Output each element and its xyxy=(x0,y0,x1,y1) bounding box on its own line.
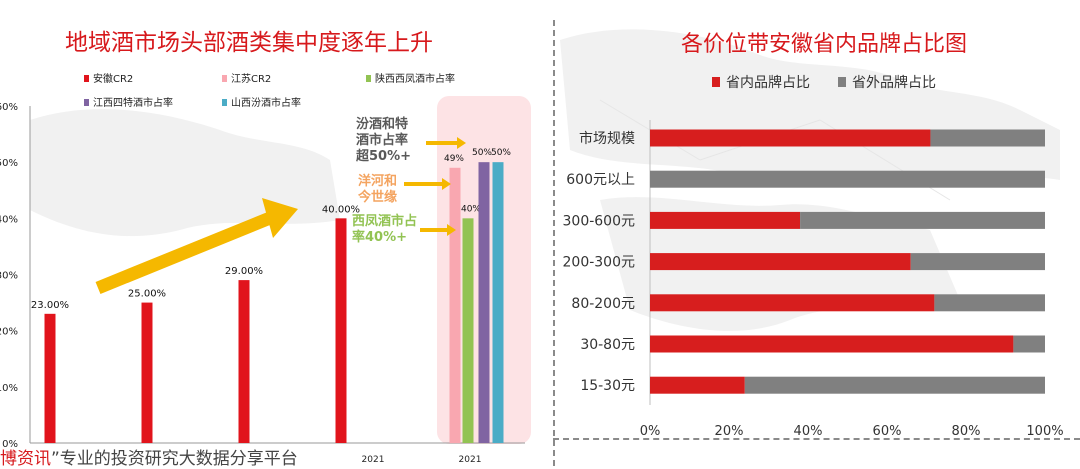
right-x-axis: 0% 20% 40% 60% 80% 100% xyxy=(640,120,1064,439)
legend-label: 江苏CR2 xyxy=(231,72,271,85)
data-label: 40.00% xyxy=(322,204,360,215)
category-label: 80-200元 xyxy=(571,296,635,312)
data-label: 50% xyxy=(472,148,492,158)
bar xyxy=(238,280,250,443)
trend-arrows xyxy=(95,198,298,295)
y-tick-label: 50% xyxy=(0,158,18,169)
category-label: 15-30元 xyxy=(580,378,635,394)
bar xyxy=(462,218,474,443)
trend-arrow-shaft xyxy=(95,211,273,295)
legend-label: 省外品牌占比 xyxy=(852,74,936,91)
bottom-divider xyxy=(553,438,1080,440)
trend-arrow-head xyxy=(262,198,298,238)
section-divider xyxy=(553,20,555,466)
annotation-text: 超50%+ xyxy=(356,148,411,164)
data-label: 25.00% xyxy=(128,289,166,300)
data-label: 40% xyxy=(461,204,481,214)
bar-segment xyxy=(744,376,1045,394)
annotation-text: 西凤酒市占 xyxy=(352,213,417,229)
legend-label: 江西四特酒市占率 xyxy=(93,96,173,109)
y-tick-label: 20% xyxy=(0,327,18,338)
annotation-arrow-head xyxy=(442,178,451,190)
footer-text: ”专业的投资研究大数据分享平台 xyxy=(51,449,298,469)
footer-brand: 博资讯 xyxy=(0,449,51,469)
bar-segment xyxy=(650,211,801,229)
data-label: 29.00% xyxy=(225,266,263,277)
bar-segment xyxy=(650,170,1045,188)
data-label: 49% xyxy=(444,154,464,164)
data-label: 23.00% xyxy=(31,300,69,311)
y-tick-label: 0% xyxy=(2,439,18,450)
annotation-arrow-head xyxy=(447,224,456,236)
data-label: 50% xyxy=(491,148,511,158)
x-tick-label: 100% xyxy=(1026,424,1063,439)
annotation-text: 汾酒和特 xyxy=(356,116,408,132)
footer: 博资讯”专业的投资研究大数据分享平台 xyxy=(0,444,298,469)
bar-segment xyxy=(650,335,1014,353)
x-tick-label: 40% xyxy=(794,424,823,439)
legend-swatch xyxy=(84,99,89,106)
legend-label: 省内品牌占比 xyxy=(726,74,810,91)
annotation-text: 洋河和 xyxy=(358,173,397,189)
x-tick-label: 80% xyxy=(952,424,981,439)
legend-swatch xyxy=(84,75,89,82)
x-tick-label: 20% xyxy=(715,424,744,439)
bar-segment xyxy=(650,294,935,312)
bar-segment xyxy=(934,294,1045,312)
bar-segment xyxy=(910,253,1045,271)
annotation-text: 酒市占率 xyxy=(356,132,408,148)
category-label: 200-300元 xyxy=(563,255,636,271)
bar-segment xyxy=(1013,335,1045,353)
legend-swatch xyxy=(712,77,720,87)
bar-segment xyxy=(650,253,911,271)
y-tick-label: 40% xyxy=(0,214,18,225)
x-tick-label: 2021 xyxy=(362,455,385,465)
y-tick-label: 60% xyxy=(0,102,18,113)
category-label: 300-600元 xyxy=(563,213,636,229)
bar xyxy=(478,162,490,443)
right-legend: 省内品牌占比 省外品牌占比 xyxy=(712,74,936,91)
x-tick-label: 0% xyxy=(640,424,661,439)
bar-segment xyxy=(650,129,931,147)
bar xyxy=(449,167,461,444)
y-tick-label: 30% xyxy=(0,271,18,282)
legend-label: 安徽CR2 xyxy=(93,72,133,85)
legend-swatch xyxy=(222,99,227,106)
bar-segment xyxy=(930,129,1045,147)
bar-segment xyxy=(650,376,745,394)
x-tick-label: 60% xyxy=(873,424,902,439)
bar xyxy=(141,302,153,443)
category-label: 600元以上 xyxy=(566,172,635,188)
annotation-text: 率40%+ xyxy=(352,229,407,245)
legend-swatch xyxy=(838,77,846,87)
right-chart-title: 各价位带安徽省内品牌占比图 xyxy=(681,32,967,57)
legend-label: 山西汾酒市占率 xyxy=(231,96,301,109)
legend-swatch xyxy=(366,75,371,82)
legend-label: 陕西西凤酒市占率 xyxy=(375,72,455,85)
category-label: 市场规模 xyxy=(579,130,635,147)
left-y-axis: 0% 10% 20% 30% 40% 50% 60% 2021 2021 xyxy=(0,102,525,465)
annotation-arrow-head xyxy=(457,137,466,149)
bar xyxy=(492,162,504,443)
right-bars: 市场规模 600元以上 300-600元 200-300元 80-200元 30-80元 1… xyxy=(563,129,1045,394)
left-bars: 23.00% 25.00% 29.00% 40.00% 49% 40% 50%50% xyxy=(31,148,511,444)
left-chart-title: 地域酒市场头部酒类集中度逐年上升 xyxy=(65,30,433,56)
bar xyxy=(44,313,56,443)
legend-swatch xyxy=(222,75,227,82)
annotation-text: 今世缘 xyxy=(357,189,397,205)
category-label: 30-80元 xyxy=(580,337,635,353)
bar-segment xyxy=(800,211,1045,229)
left-chart: 地域酒市场头部酒类集中度逐年上升 安徽CR2 江苏CR2 陕西西凤酒市占率江西四特酒… xyxy=(0,30,531,465)
y-tick-label: 10% xyxy=(0,383,18,394)
x-tick-label: 2021 xyxy=(459,455,482,465)
bar xyxy=(335,218,347,443)
